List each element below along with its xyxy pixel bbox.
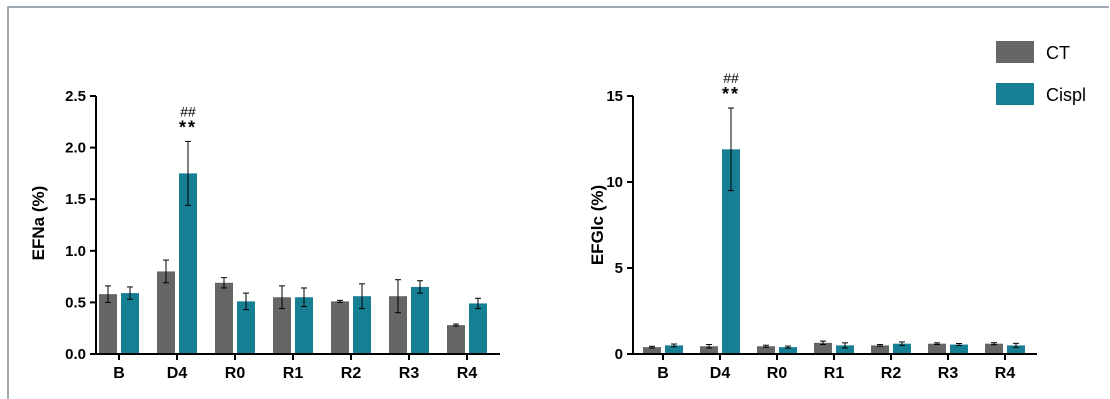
efna-ytick-label: 2.0 <box>65 140 86 157</box>
efglc-category-label-r1: R1 <box>824 365 845 382</box>
efna-category-label-r1: R1 <box>283 365 304 382</box>
legend: CT Cispl <box>996 41 1086 105</box>
efna-errorbar-ct-r2 <box>337 299 343 303</box>
efna-ytick-label: 0.0 <box>65 346 86 363</box>
efna-errorbar-cispl-d4 <box>185 140 191 206</box>
legend-label-cispl: Cispl <box>1046 85 1086 105</box>
efna-bar-cispl-b <box>121 293 139 354</box>
efglc-category-label-r2: R2 <box>881 365 902 382</box>
efna-ytick-label: 2.5 <box>65 88 86 105</box>
efna-category-label-r3: R3 <box>399 365 420 382</box>
legend-swatch-cispl <box>996 83 1034 105</box>
efglc-category-label-b: B <box>657 365 669 382</box>
efna-errorbar-cispl-r1 <box>301 287 307 308</box>
efna-errorbar-cispl-b <box>127 286 133 300</box>
efglc-ytick-label: 10 <box>606 174 623 191</box>
efglc-errorbar-cispl-b <box>671 343 677 348</box>
efglc-ytick-label: 15 <box>606 88 623 105</box>
efglc-significance-annotation: ##** <box>722 70 740 104</box>
efna-category-label-r2: R2 <box>341 365 362 382</box>
efglc-bar-cispl-r2 <box>893 343 911 354</box>
svg-text:##: ## <box>180 103 196 119</box>
efglc-errorbar-ct-r3 <box>934 342 940 346</box>
efglc-errorbar-ct-r0 <box>763 344 769 348</box>
efglc-errorbar-ct-r1 <box>820 340 826 346</box>
efna-bar-ct-r3 <box>389 296 407 354</box>
efglc-ytick-label: 5 <box>615 260 623 277</box>
efna-category-label-r0: R0 <box>225 365 246 382</box>
efglc-errorbar-ct-r2 <box>877 344 883 347</box>
efglc-errorbar-cispl-r2 <box>899 341 905 346</box>
efglc-errorbar-cispl-d4 <box>728 107 734 192</box>
efna-bar-ct-r0 <box>215 282 233 354</box>
efglc-y-axis-title: EFGlc (%) <box>588 185 607 265</box>
efna-bar-cispl-d4 <box>179 173 197 354</box>
efna-errorbar-cispl-r4 <box>475 297 481 310</box>
efglc-ytick-label: 0 <box>615 346 623 363</box>
efna-bar-cispl-r1 <box>295 297 313 354</box>
efglc-bar-cispl-b <box>665 345 683 354</box>
efna-errorbar-ct-r0 <box>221 277 227 289</box>
efglc-errorbar-ct-b <box>649 345 655 349</box>
efglc-bar-ct-r3 <box>928 343 946 354</box>
chart-efna: 0.0 0.5 1.0 1.5 2.0 2.5 B D4 R0 R1 R2 R3 R4 EFNa (%) #… <box>29 88 500 382</box>
efglc-bar-cispl-d4 <box>722 149 740 354</box>
svg-text:##: ## <box>723 70 739 86</box>
efglc-bar-ct-r4 <box>985 343 1003 354</box>
efglc-category-label-r4: R4 <box>995 365 1016 382</box>
efna-ytick-label: 0.5 <box>65 294 86 311</box>
efglc-errorbar-cispl-r4 <box>1013 342 1019 348</box>
efna-errorbar-cispl-r3 <box>417 280 423 294</box>
efna-y-axis-title: EFNa (%) <box>29 186 48 261</box>
efglc-bar-cispl-r4 <box>1007 345 1025 354</box>
efna-bar-cispl-r3 <box>411 286 429 354</box>
efna-bar-ct-r2 <box>331 301 349 354</box>
efglc-bar-cispl-r3 <box>950 344 968 354</box>
efglc-bar-ct-r0 <box>757 346 775 354</box>
efglc-category-label-r3: R3 <box>938 365 959 382</box>
efna-bar-cispl-r0 <box>237 301 255 354</box>
efna-bar-cispl-r2 <box>353 296 371 354</box>
efglc-errorbar-cispl-r3 <box>956 343 962 347</box>
efna-bar-cispl-r4 <box>469 303 487 354</box>
efna-ytick-label: 1.0 <box>65 243 86 260</box>
efna-category-label-d4: D4 <box>167 365 188 382</box>
efna-errorbar-ct-b <box>105 285 111 303</box>
efna-bar-ct-r1 <box>273 297 291 354</box>
efglc-category-label-r0: R0 <box>767 365 788 382</box>
efna-category-label-b: B <box>113 365 125 382</box>
efna-errorbar-ct-r1 <box>279 285 285 310</box>
legend-swatch-ct <box>996 41 1034 63</box>
efna-bar-ct-d4 <box>157 271 175 354</box>
efna-category-label-r4: R4 <box>457 365 478 382</box>
efna-errorbar-ct-d4 <box>163 259 169 284</box>
efglc-bar-cispl-r1 <box>836 345 854 354</box>
efglc-bar-cispl-r0 <box>779 347 797 354</box>
efglc-bar-ct-b <box>643 347 661 354</box>
efglc-bar-ct-r1 <box>814 342 832 354</box>
efna-bar-ct-r4 <box>447 325 465 354</box>
efna-ytick-label: 1.5 <box>65 191 86 208</box>
svg-text:**: ** <box>722 84 740 104</box>
chart-efglc: 0 5 10 15 B D4 R0 R1 R2 R3 R4 EFGlc (%) ##** <box>588 70 1037 382</box>
efglc-errorbar-cispl-r0 <box>785 345 791 349</box>
efglc-errorbar-ct-r4 <box>991 342 997 346</box>
efglc-bar-ct-r2 <box>871 345 889 354</box>
figure-border <box>7 6 1109 399</box>
efna-errorbar-ct-r4 <box>453 323 459 327</box>
efna-bar-ct-b <box>99 294 117 354</box>
efglc-bar-ct-d4 <box>700 346 718 354</box>
efna-errorbar-ct-r3 <box>395 279 401 314</box>
efna-errorbar-cispl-r2 <box>359 283 365 310</box>
efglc-errorbar-ct-d4 <box>706 344 712 349</box>
legend-label-ct: CT <box>1046 43 1070 63</box>
efglc-category-label-d4: D4 <box>710 365 731 382</box>
efna-significance-annotation: ##** <box>179 103 197 137</box>
efglc-errorbar-cispl-r1 <box>842 342 848 349</box>
efna-errorbar-cispl-r0 <box>243 292 249 311</box>
svg-text:**: ** <box>179 117 197 137</box>
